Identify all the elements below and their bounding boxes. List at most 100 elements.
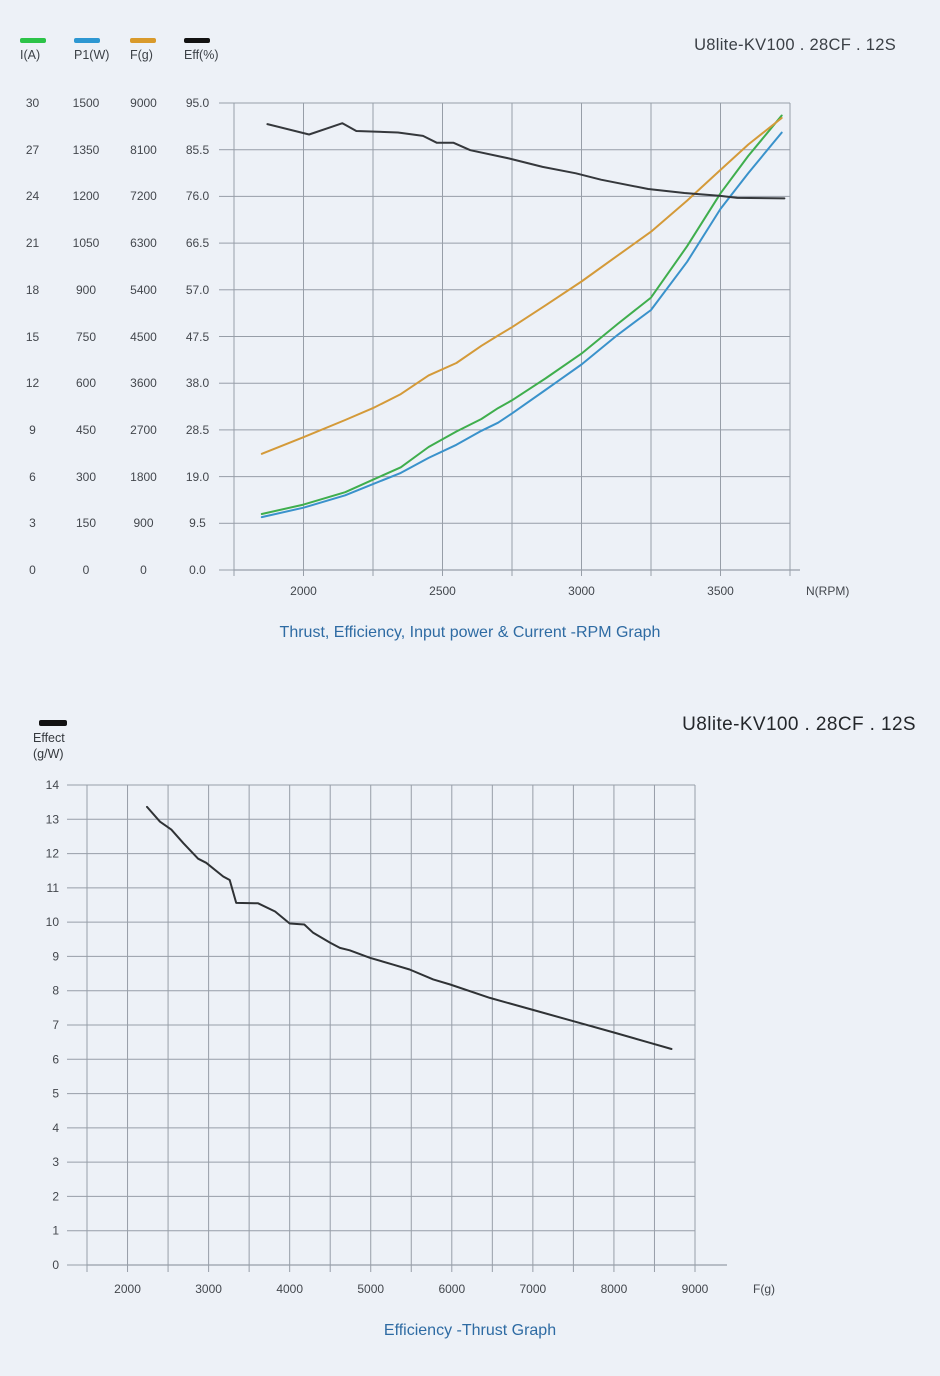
rpm-chart-plot: 2000 2500 3000 3500 N(RPM) (219, 102, 849, 598)
x-tick-label: 7000 (520, 1282, 547, 1296)
y-tick-label-Eff(%): 57.0 (185, 282, 210, 297)
y-tick-label-P1(W): 1200 (72, 189, 100, 204)
y-tick-label-I(A): 3 (29, 516, 36, 531)
y-tick-label-P1(W): 1500 (72, 96, 100, 110)
x-tick-label: 6000 (438, 1282, 465, 1296)
y-tick-label-I(A): 6 (29, 469, 36, 484)
y-tick-label-P1(W): 450 (75, 422, 97, 437)
series-effect (146, 805, 673, 1050)
input-power-color-swatch (74, 38, 100, 43)
y-tick-label-F(g): 2700 (130, 422, 157, 437)
legend-item-input-power: P1(W) (74, 38, 109, 62)
y-tick-label-F(g): 7200 (130, 189, 157, 204)
effect-legend-label: Effect (33, 731, 65, 745)
rpm-chart-model-title: U8lite-KV100 . 28CF . 12S (694, 36, 896, 54)
series-F(g) (260, 117, 783, 455)
legend-label: F(g) (130, 48, 153, 62)
x-tick-label: 3000 (195, 1282, 222, 1296)
x-tick-label: 2000 (290, 584, 317, 598)
y-tick-label: 7 (52, 1018, 59, 1032)
y-tick-label-I(A): 24 (25, 189, 40, 204)
y-tick-label: 13 (46, 812, 60, 826)
legend-label: P1(W) (74, 48, 110, 62)
rpm-chart-caption: Thrust, Efficiency, Input power & Curren… (279, 624, 661, 641)
y-tick-label-F(g): 0 (140, 563, 147, 577)
y-tick-label-Eff(%): 95.0 (185, 96, 210, 110)
y-tick-label-I(A): 21 (25, 236, 40, 251)
y-tick-label-Eff(%): 85.5 (185, 142, 210, 157)
x-tick-label: 4000 (276, 1282, 303, 1296)
thrust-color-swatch (130, 38, 156, 43)
y-tick-label: 4 (52, 1121, 59, 1135)
x-tick-label: 3500 (707, 584, 734, 598)
legend-item-efficiency: Eff(%) (184, 38, 219, 62)
y-tick-label-F(g): 1800 (130, 469, 157, 484)
effect-color-swatch (39, 720, 67, 726)
current-color-swatch (20, 38, 46, 43)
y-tick-label: 0 (52, 1258, 59, 1272)
y-tick-label-Eff(%): 9.5 (189, 516, 206, 531)
y-tick-label-Eff(%): 0.0 (189, 563, 206, 577)
y-tick-label: 11 (47, 881, 60, 895)
x-axis-title: F(g) (753, 1282, 775, 1296)
y-tick-label: 1 (52, 1224, 59, 1238)
y-tick-label-I(A): 18 (25, 282, 40, 297)
y-tick-label: 14 (46, 778, 60, 792)
x-tick-label: 2500 (429, 584, 456, 598)
y-tick-label-I(A): 15 (25, 329, 40, 344)
y-tick-label-I(A): 27 (25, 142, 40, 157)
y-tick-label: 12 (46, 847, 60, 861)
y-tick-label-Eff(%): 19.0 (185, 469, 210, 484)
y-tick-label: 10 (46, 915, 60, 929)
effect-legend: Effect (g/W) (33, 720, 67, 761)
x-tick-label: 3000 (568, 584, 595, 598)
y-tick-label-I(A): 9 (29, 422, 36, 437)
x-tick-label: 9000 (682, 1282, 709, 1296)
x-tick-label: 5000 (357, 1282, 384, 1296)
legend-item-current: I(A) (20, 38, 46, 62)
y-tick-label-Eff(%): 66.5 (185, 236, 210, 251)
x-tick-label: 8000 (601, 1282, 628, 1296)
efficiency-color-swatch (184, 38, 210, 43)
y-tick-label: 5 (52, 1087, 59, 1101)
y-tick-label-P1(W): 750 (75, 329, 97, 344)
y-tick-label-F(g): 9000 (130, 96, 157, 110)
legend-label: Eff(%) (184, 48, 219, 62)
efficiency-chart-caption: Efficiency -Thrust Graph (383, 1322, 557, 1339)
y-tick-label-Eff(%): 38.0 (185, 376, 210, 391)
y-tick-label-Eff(%): 47.5 (185, 329, 210, 344)
y-tick-label-F(g): 8100 (130, 142, 157, 157)
y-tick-label-P1(W): 300 (75, 469, 97, 484)
y-tick-label-P1(W): 1350 (72, 142, 100, 157)
y-tick-label-F(g): 5400 (130, 282, 157, 297)
y-tick-label: 9 (52, 949, 59, 963)
y-tick-label-P1(W): 150 (75, 516, 97, 531)
x-tick-label: 2000 (114, 1282, 141, 1296)
y-tick-label-I(A): 12 (25, 376, 40, 391)
y-tick-label-Eff(%): 76.0 (185, 189, 210, 204)
legend-item-thrust: F(g) (130, 38, 156, 62)
y-tick-label-F(g): 6300 (130, 236, 157, 251)
y-tick-label: 3 (52, 1155, 59, 1169)
y-tick-label-F(g): 3600 (130, 376, 157, 391)
y-tick-label-P1(W): 1050 (72, 236, 100, 251)
y-tick-label-I(A): 0 (29, 563, 36, 577)
series-Eff(%) (266, 122, 786, 200)
effect-legend-unit: (g/W) (33, 747, 64, 761)
x-axis-title: N(RPM) (806, 584, 849, 598)
efficiency-chart-model-title: U8lite-KV100 . 28CF . 12S (682, 714, 916, 735)
y-tick-label: 2 (52, 1189, 59, 1203)
series-I(A) (260, 114, 783, 515)
y-tick-label-Eff(%): 28.5 (185, 422, 210, 437)
y-tick-label-P1(W): 600 (75, 376, 97, 391)
legend-label: I(A) (20, 48, 41, 62)
y-tick-label: 6 (52, 1052, 59, 1066)
y-tick-label-P1(W): 0 (82, 563, 90, 577)
y-tick-label-P1(W): 900 (75, 282, 97, 297)
y-tick-label-F(g): 900 (133, 516, 154, 531)
series-P1(W) (260, 131, 783, 519)
y-tick-label: 8 (52, 984, 59, 998)
y-tick-label-F(g): 4500 (130, 329, 157, 344)
